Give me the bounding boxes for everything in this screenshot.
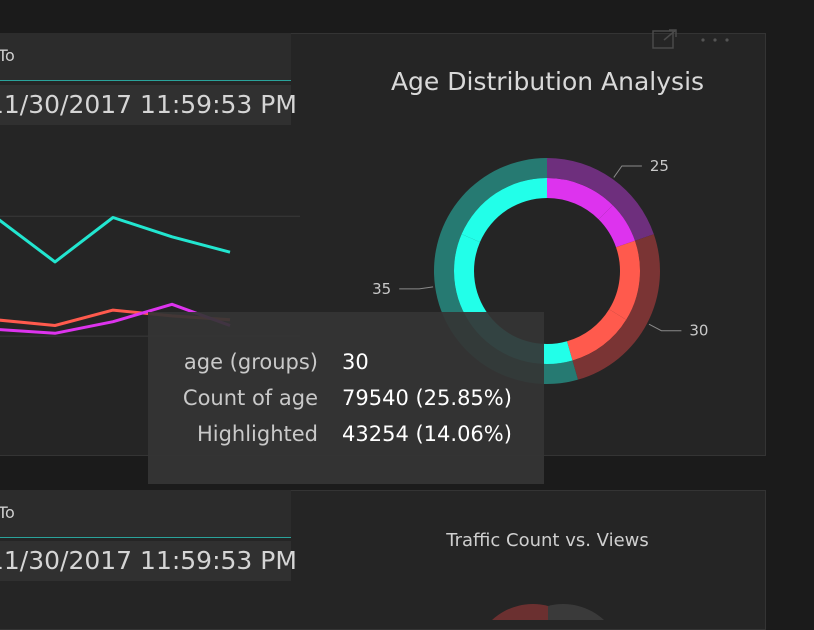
tooltip-label: age (groups) [183,350,318,374]
scatter-shape-left [492,604,548,620]
more-options-icon[interactable] [698,28,732,48]
date-slicer-header: To [0,33,291,81]
line-series-0 [0,216,231,264]
donut-label-25: 25 [650,157,669,175]
tooltip-label: Count of age [182,386,318,410]
donut-chart-title: Age Distribution Analysis [390,67,705,96]
donut-label-30: 30 [689,322,708,340]
tooltip-value: 43254 (14.06%) [342,422,512,446]
donut-inner-30[interactable] [567,309,627,361]
donut-slice-25[interactable] [547,158,654,241]
donut-slice-30[interactable] [572,234,660,380]
leader-line-35 [399,286,434,290]
leader-line-30 [648,323,682,332]
donut-inner-35[interactable] [461,178,547,243]
donut-highlight-30[interactable] [609,240,640,320]
donut-inner-25[interactable] [598,205,635,248]
date-slicer-header-2: To [0,490,291,538]
tooltip-row-highlighted: Highlighted 43254 (14.06%) [148,422,544,452]
line-series-2 [0,302,231,335]
tooltip-value: 30 [342,350,369,374]
donut-data-labels: 25 30 35 [372,157,708,340]
tooltip-value: 79540 (25.85%) [342,386,512,410]
slicer-date-text: 11/30/2017 11:59:53 PM [0,90,297,119]
tooltip-row-count: Count of age 79540 (25.85%) [148,386,544,416]
slicer-label: To [0,46,15,65]
slicer-date-text-2: 11/30/2017 11:59:53 PM [0,546,297,575]
tooltip-row-age: age (groups) 30 [148,350,544,380]
slicer-label-2: To [0,503,15,522]
chart-tooltip: age (groups) 30 Count of age 79540 (25.8… [148,312,544,484]
date-slicer-value-2[interactable]: 11/30/2017 11:59:53 PM [0,541,297,581]
scatter-chart-peek [492,604,604,620]
donut-highlight-25[interactable] [547,178,613,220]
focus-mode-icon[interactable] [652,28,678,50]
scatter-chart-title: Traffic Count vs. Views [446,530,649,551]
leader-line-25 [613,165,642,178]
donut-label-35: 35 [372,280,391,298]
tooltip-label: Highlighted [196,422,318,446]
scatter-shape-right [548,604,604,620]
date-slicer-value[interactable]: 11/30/2017 11:59:53 PM [0,85,297,125]
